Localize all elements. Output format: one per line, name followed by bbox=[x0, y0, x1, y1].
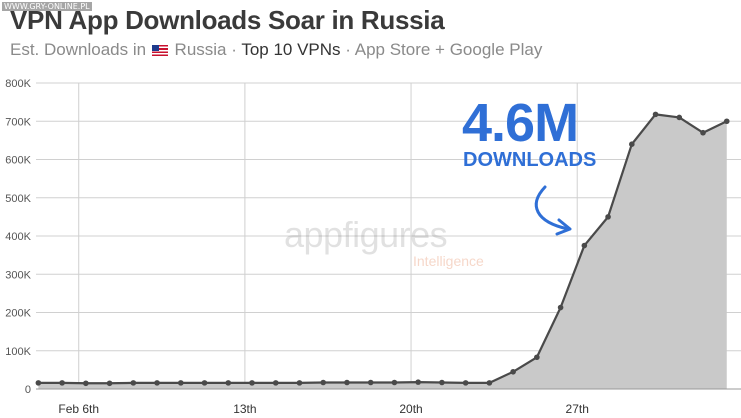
data-point bbox=[557, 304, 564, 311]
x-tick-label: 27th bbox=[566, 402, 589, 416]
subtitle-separator-1: · bbox=[226, 40, 242, 59]
subtitle-part2: App Store + Google Play bbox=[354, 40, 543, 59]
data-point bbox=[700, 129, 706, 136]
chart-subtitle: Est. Downloads in Russia · Top 10 VPNs ·… bbox=[10, 40, 542, 60]
data-point bbox=[344, 379, 350, 386]
y-tick-label: 0 bbox=[25, 384, 31, 396]
chart-area bbox=[35, 111, 741, 390]
data-point bbox=[581, 242, 588, 249]
data-point bbox=[605, 214, 611, 220]
series-line bbox=[38, 113, 728, 385]
y-tick-label: 500K bbox=[5, 193, 31, 205]
data-point bbox=[391, 379, 398, 386]
x-tick-label: 13th bbox=[233, 402, 256, 416]
subtitle-separator-2: · bbox=[340, 40, 355, 59]
subtitle-part1: Est. Downloads in bbox=[10, 40, 147, 59]
data-point bbox=[296, 380, 303, 386]
data-point bbox=[534, 354, 540, 361]
data-point bbox=[225, 380, 232, 386]
data-point bbox=[106, 380, 113, 387]
data-point bbox=[130, 380, 137, 386]
y-tick-label: 800K bbox=[5, 78, 31, 90]
y-tick-label: 600K bbox=[5, 155, 31, 167]
y-tick-label: 700K bbox=[5, 116, 31, 128]
callout-value: 4.6M bbox=[462, 93, 579, 153]
data-point bbox=[177, 380, 184, 386]
data-point bbox=[201, 380, 208, 386]
y-tick-label: 100K bbox=[5, 346, 31, 358]
y-tick-label: 400K bbox=[5, 231, 31, 243]
data-point bbox=[439, 379, 445, 386]
data-point bbox=[462, 380, 469, 386]
watermark: WWW.GRY-ONLINE.PL bbox=[2, 2, 92, 11]
data-point bbox=[367, 379, 374, 386]
callout-label: DOWNLOADS bbox=[463, 149, 597, 171]
data-point bbox=[510, 368, 516, 375]
us-flag-icon bbox=[151, 45, 168, 56]
x-tick-label: 20th bbox=[399, 402, 422, 416]
data-point bbox=[676, 114, 683, 121]
data-point bbox=[35, 380, 42, 386]
data-point bbox=[320, 379, 327, 386]
data-point bbox=[486, 380, 493, 386]
data-point bbox=[154, 380, 160, 386]
y-tick-label: 300K bbox=[5, 269, 31, 281]
chart-title: VPN App Downloads Soar in Russia bbox=[10, 5, 445, 35]
subtitle-country: Russia bbox=[174, 40, 227, 59]
y-axis-ticks: 0 100K 200K 300K 400K 500K 600K 700K 800K bbox=[5, 78, 31, 396]
data-point bbox=[652, 111, 659, 118]
subtitle-emphasis: Top 10 VPNs bbox=[241, 40, 341, 59]
x-tick-label: Feb 6th bbox=[58, 402, 99, 416]
y-tick-label: 200K bbox=[5, 308, 31, 320]
data-point bbox=[59, 380, 65, 386]
data-point bbox=[83, 380, 89, 387]
data-point bbox=[723, 118, 730, 125]
data-point bbox=[629, 141, 635, 147]
appfigures-logo-sub: Intelligence bbox=[413, 253, 484, 269]
x-axis-ticks: Feb 6th 13th 20th 27th bbox=[58, 402, 589, 416]
data-point bbox=[249, 380, 255, 386]
data-point bbox=[272, 380, 279, 386]
appfigures-logo: appfigures bbox=[284, 214, 448, 255]
data-point bbox=[415, 379, 421, 385]
